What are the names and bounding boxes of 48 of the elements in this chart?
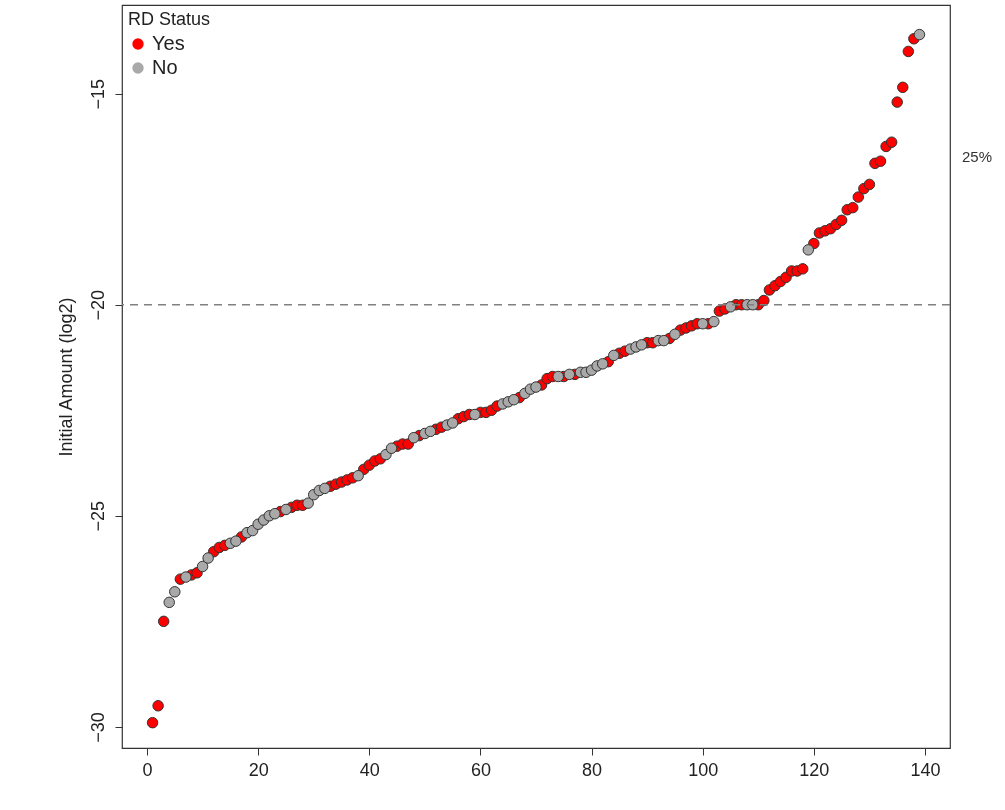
point (446, 417, 459, 429)
point (746, 299, 759, 311)
point (530, 381, 542, 393)
point (696, 318, 709, 330)
y-tick-label: −25 (87, 501, 108, 532)
point (163, 596, 175, 609)
point (469, 408, 481, 421)
point (408, 431, 420, 444)
point (508, 393, 520, 406)
legend-title: RD Status (128, 9, 211, 29)
x-tick-label: 140 (910, 759, 941, 780)
point (635, 339, 648, 351)
point (708, 315, 720, 328)
point (269, 507, 281, 520)
point (180, 571, 192, 583)
x-tick-label: 80 (582, 759, 603, 780)
point (202, 552, 214, 564)
point (352, 469, 364, 482)
point (319, 482, 331, 495)
legend-label: No (152, 56, 178, 78)
y-tick-label: −30 (87, 712, 108, 743)
y-tick-label: −20 (87, 289, 108, 321)
point (563, 368, 576, 381)
point (802, 244, 815, 256)
x-tick-label: 0 (142, 759, 153, 780)
x-tick-label: 120 (799, 759, 830, 780)
point (196, 560, 209, 573)
x-tick-label: 20 (248, 759, 269, 780)
point (169, 586, 181, 598)
y-tick-label: −15 (87, 78, 108, 110)
text: 25% (962, 148, 993, 166)
point (658, 334, 670, 347)
point (424, 425, 437, 438)
x-tick-label: 60 (470, 759, 491, 780)
point (913, 28, 926, 41)
point (608, 349, 620, 362)
point (280, 503, 292, 516)
x-tick-label: 40 (359, 759, 380, 780)
x-tick-label: 100 (688, 759, 719, 780)
point (552, 370, 564, 383)
legend-label: Yes (152, 32, 185, 54)
point (596, 358, 609, 370)
point (230, 535, 242, 547)
point (302, 497, 314, 509)
point (669, 328, 681, 341)
point (385, 442, 398, 454)
point (724, 301, 737, 313)
y-axis-title: Initial Amount (log2) (55, 297, 76, 457)
